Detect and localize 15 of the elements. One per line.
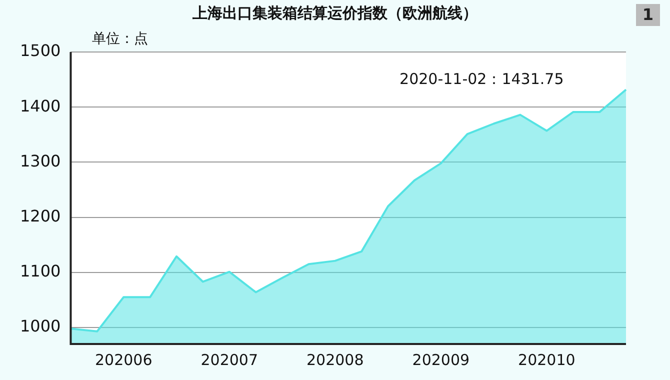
y-tick-label: 1300 (20, 151, 61, 170)
y-tick-label: 1100 (20, 262, 61, 281)
y-tick-label: 1200 (20, 206, 61, 226)
chart-title: 上海出口集装箱结算运价指数（欧洲航线） (192, 4, 478, 22)
x-tick-label: 202010 (518, 350, 576, 369)
y-tick-label: 1500 (20, 41, 61, 60)
x-tick-label: 202006 (94, 350, 152, 369)
text: 1 (636, 4, 660, 26)
y-axis-title: 单位：点 (92, 30, 148, 48)
x-tick-label: 202007 (200, 350, 258, 369)
x-tick-label: 202009 (412, 350, 470, 369)
y-tick-label: 1400 (20, 96, 61, 116)
x-tick-label: 202008 (306, 350, 364, 369)
y-tick-label: 1000 (20, 316, 61, 336)
annotation: 2020-11-02：1431.75 (400, 70, 564, 88)
